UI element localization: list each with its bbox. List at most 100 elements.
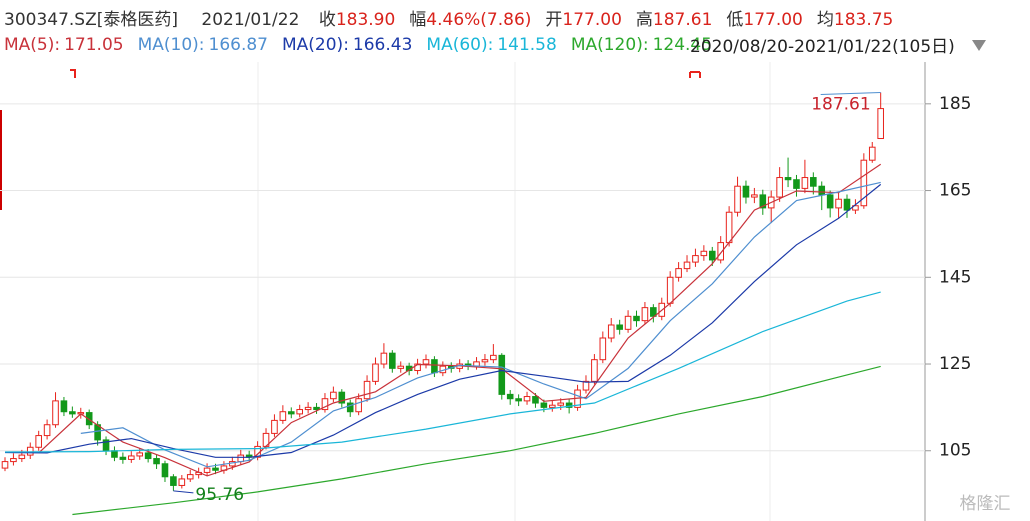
field-value: 183.75 xyxy=(833,10,894,30)
candle-body xyxy=(26,446,34,456)
candle-body xyxy=(751,194,758,198)
range[interactable]: 2020/08/20-2021/01/22(105日) xyxy=(690,37,955,57)
candle-body xyxy=(549,404,556,408)
candle-body xyxy=(759,194,767,209)
candle-body xyxy=(153,458,160,465)
candle-body xyxy=(321,398,329,411)
legend-name: MA(5): xyxy=(4,35,61,55)
candle-body xyxy=(304,406,312,411)
candle-body xyxy=(330,391,337,400)
candle-body xyxy=(624,315,632,330)
y-tick-label: 105 xyxy=(939,441,971,461)
candle-body xyxy=(490,354,497,361)
candle-body xyxy=(144,452,152,460)
candle-body xyxy=(237,454,245,463)
candle-body xyxy=(650,307,657,317)
y-tick-label: 145 xyxy=(939,267,971,287)
candle-body xyxy=(599,337,607,361)
legend-value: 124.45 xyxy=(652,35,713,55)
legend-value: 166.43 xyxy=(352,35,413,55)
candle-body xyxy=(868,146,876,161)
candle-body xyxy=(338,391,346,404)
field-value: 177.00 xyxy=(562,10,622,30)
candle-body xyxy=(313,406,320,411)
candle-body xyxy=(481,359,489,363)
candle-body xyxy=(557,402,565,406)
candle-body xyxy=(877,108,884,140)
max-label: 187.61 xyxy=(811,95,870,115)
candle-body xyxy=(372,363,379,382)
marker xyxy=(70,69,76,78)
candle-body xyxy=(296,409,303,415)
candle-body xyxy=(498,354,506,395)
legend-value: 166.87 xyxy=(208,35,268,55)
candle-body xyxy=(666,276,674,304)
field-value: 187.61 xyxy=(652,10,713,30)
field-value: 177.00 xyxy=(743,10,803,30)
candle-body xyxy=(835,198,842,209)
ma-line xyxy=(80,181,881,468)
candle-body xyxy=(279,411,287,421)
candle-body xyxy=(793,179,800,189)
candle-body xyxy=(616,324,623,330)
candle-body xyxy=(776,177,783,198)
candle-body xyxy=(801,177,809,189)
candle-body xyxy=(742,185,750,198)
candle-body xyxy=(178,478,186,486)
y-tick-label: 185 xyxy=(939,94,971,114)
candle-body xyxy=(540,402,548,408)
field-label: 幅 xyxy=(409,10,427,30)
candle-body xyxy=(355,398,362,413)
candle-body xyxy=(607,324,615,339)
candle-body xyxy=(10,458,17,463)
candle-body xyxy=(683,261,691,270)
field-label: 收 xyxy=(318,10,336,30)
dropdown[interactable] xyxy=(972,40,986,51)
candle-body xyxy=(843,198,851,211)
ma-line xyxy=(4,291,881,453)
watermark: 格隆汇 xyxy=(960,494,1011,514)
legend-value: 141.58 xyxy=(497,35,557,55)
candle-body xyxy=(203,467,211,473)
legend-value: 171.05 xyxy=(64,35,124,55)
candle-body xyxy=(633,315,640,322)
candle-body xyxy=(784,177,792,181)
candle-body xyxy=(119,456,127,460)
candle-body xyxy=(860,159,868,207)
candle-body xyxy=(287,411,295,415)
ma-line xyxy=(38,163,882,477)
candle-body xyxy=(692,255,699,263)
candle-body xyxy=(708,250,716,261)
y-tick-label: 125 xyxy=(939,354,971,374)
candle-body xyxy=(734,185,741,213)
ma-line xyxy=(72,365,881,516)
candle-body xyxy=(35,435,42,448)
ma-legend: MA(5): 171.05 MA(10): 166.87 MA(20): 166.43 MA… xyxy=(4,35,726,55)
candle-body xyxy=(212,467,219,471)
candle-body xyxy=(186,474,194,480)
candle-body xyxy=(565,402,573,408)
candle-body xyxy=(675,268,682,278)
candle-body xyxy=(852,205,859,211)
candle-body xyxy=(532,396,539,404)
legend-name: MA(20): xyxy=(282,35,349,55)
candle-body xyxy=(515,398,522,402)
field-label: 低 xyxy=(726,10,744,30)
min-label: 95.76 xyxy=(195,485,244,505)
max-pointer xyxy=(820,92,881,96)
stock-code: 300347.SZ[泰格医药] xyxy=(4,10,179,30)
candle-body xyxy=(431,359,438,374)
candle-body xyxy=(641,307,649,322)
watermark-bg xyxy=(945,492,1025,516)
candle-body xyxy=(128,455,135,460)
candle-body xyxy=(18,454,26,460)
y-tick-label: 165 xyxy=(939,181,971,201)
candle-body xyxy=(161,463,169,478)
candle-body xyxy=(700,250,708,257)
ma-line xyxy=(4,183,882,458)
legend-name: MA(60): xyxy=(426,35,494,55)
candle-body xyxy=(170,476,177,486)
candle-body xyxy=(717,242,725,261)
